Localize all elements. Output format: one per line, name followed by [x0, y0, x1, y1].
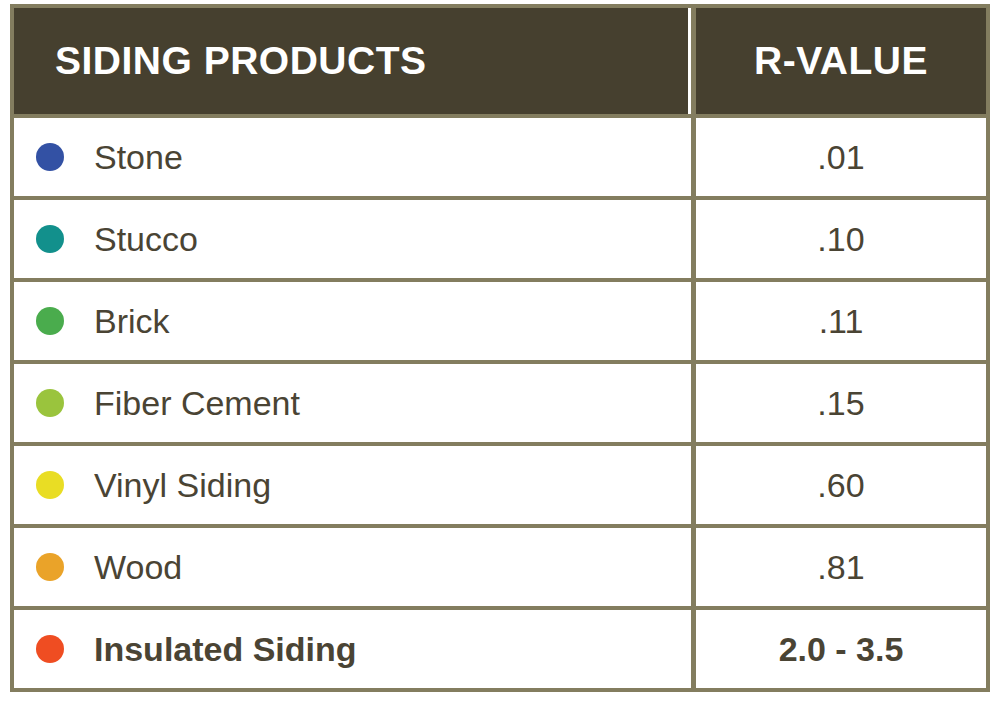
header-cell-rvalue: R-VALUE [696, 8, 986, 114]
rvalue-value: .15 [817, 384, 864, 423]
rvalue-table: SIDING PRODUCTS R-VALUE Stone .01 Stucco… [10, 4, 990, 692]
header-cell-siding-products: SIDING PRODUCTS [14, 8, 696, 114]
table-row-product-cell: Wood [14, 524, 696, 606]
table-row-product-cell: Vinyl Siding [14, 442, 696, 524]
color-dot-icon [36, 553, 64, 581]
color-dot-icon [36, 389, 64, 417]
table-row-rvalue-cell: .10 [696, 196, 986, 278]
header-rvalue-label: R-VALUE [754, 39, 928, 83]
rvalue-value: .01 [817, 138, 864, 177]
table-row-product-cell: Brick [14, 278, 696, 360]
table-row-rvalue-cell: 2.0 - 3.5 [696, 606, 986, 688]
product-label: Brick [94, 302, 170, 341]
color-dot-icon [36, 143, 64, 171]
product-label: Stucco [94, 220, 198, 259]
table-row-rvalue-cell: .11 [696, 278, 986, 360]
table-row-product-cell: Stone [14, 114, 696, 196]
color-dot-icon [36, 635, 64, 663]
header-siding-products-label: SIDING PRODUCTS [55, 39, 427, 83]
table-row-product-cell: Stucco [14, 196, 696, 278]
color-dot-icon [36, 471, 64, 499]
rvalue-value: .10 [817, 220, 864, 259]
table-row-rvalue-cell: .01 [696, 114, 986, 196]
table-row-rvalue-cell: .60 [696, 442, 986, 524]
table-row-product-cell: Fiber Cement [14, 360, 696, 442]
product-label: Insulated Siding [94, 630, 357, 669]
color-dot-icon [36, 225, 64, 253]
rvalue-value: .81 [817, 548, 864, 587]
rvalue-value: 2.0 - 3.5 [779, 630, 904, 669]
rvalue-value: .11 [819, 302, 864, 341]
rvalue-value: .60 [817, 466, 864, 505]
table-row-product-cell: Insulated Siding [14, 606, 696, 688]
product-label: Wood [94, 548, 182, 587]
product-label: Stone [94, 138, 183, 177]
product-label: Vinyl Siding [94, 466, 271, 505]
color-dot-icon [36, 307, 64, 335]
table-row-rvalue-cell: .15 [696, 360, 986, 442]
product-label: Fiber Cement [94, 384, 300, 423]
table-row-rvalue-cell: .81 [696, 524, 986, 606]
